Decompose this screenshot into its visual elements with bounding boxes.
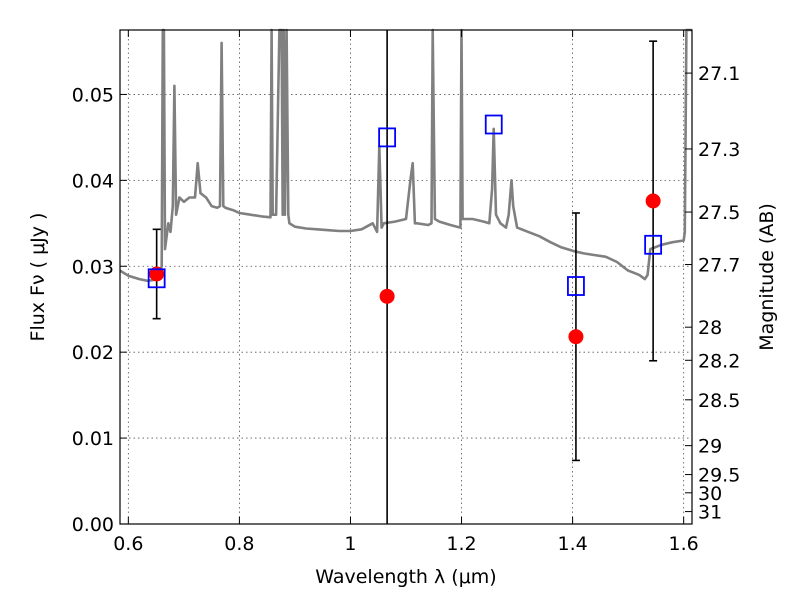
grid	[120, 30, 692, 525]
right-tick-label: 27.3	[698, 139, 740, 161]
model-photometry-point	[644, 234, 663, 255]
right-tick-label: 31	[698, 502, 722, 524]
y-tick-label: 0.00	[72, 514, 114, 536]
observed-point	[568, 329, 584, 345]
x-tick-label: 0.6	[113, 533, 143, 555]
right-tick-label: 30	[698, 483, 722, 505]
observed-points-layer	[149, 193, 661, 345]
x-tick-label: 1.4	[557, 533, 587, 555]
x-tick-label: 1.2	[446, 533, 476, 555]
model-photometry-point	[567, 276, 585, 296]
model-spectrum-line	[119, 28, 692, 283]
observed-point	[149, 266, 165, 282]
x-tick-label: 0.8	[224, 533, 254, 555]
x-tick-label: 1.6	[669, 533, 699, 555]
observed-point	[379, 288, 395, 304]
right-tick-label: 28.5	[698, 390, 740, 412]
y-tick-label: 0.05	[72, 84, 114, 106]
right-tick-label: 27.7	[698, 255, 740, 277]
x-axis-label: Wavelength λ (μm)	[315, 566, 496, 588]
model-photometry-point	[147, 268, 166, 289]
right-tick-label: 27.1	[698, 63, 740, 85]
y-axis-label: Flux Fν ( μJy )	[27, 213, 49, 342]
observed-point	[645, 193, 661, 209]
right-tick-label: 29	[698, 436, 722, 458]
x-tick-label: 1	[344, 533, 356, 555]
y-tick-label: 0.02	[72, 342, 114, 364]
spectrum-layer	[119, 28, 692, 283]
model-photometry-layer	[147, 114, 663, 296]
y-tick-label: 0.01	[72, 428, 114, 450]
right-tick-label: 28.2	[698, 350, 740, 372]
y-tick-label: 0.04	[72, 170, 114, 192]
right-tick-label: 28	[698, 317, 722, 339]
right-axis-label: Magnitude (AB)	[756, 203, 778, 351]
right-tick-label: 29.5	[698, 465, 740, 487]
y-tick-label: 0.03	[72, 256, 114, 278]
model-photometry-point	[484, 114, 503, 135]
x-axis-ticks: 0.6 0.8 1 1.2 1.4 1.6	[113, 30, 699, 555]
plot-frame	[119, 29, 693, 525]
right-tick-label: 27.5	[698, 202, 740, 224]
model-photometry-point	[378, 127, 397, 148]
y-axis-ticks: 0.00 0.01 0.02 0.03 0.04 0.05	[72, 84, 127, 536]
